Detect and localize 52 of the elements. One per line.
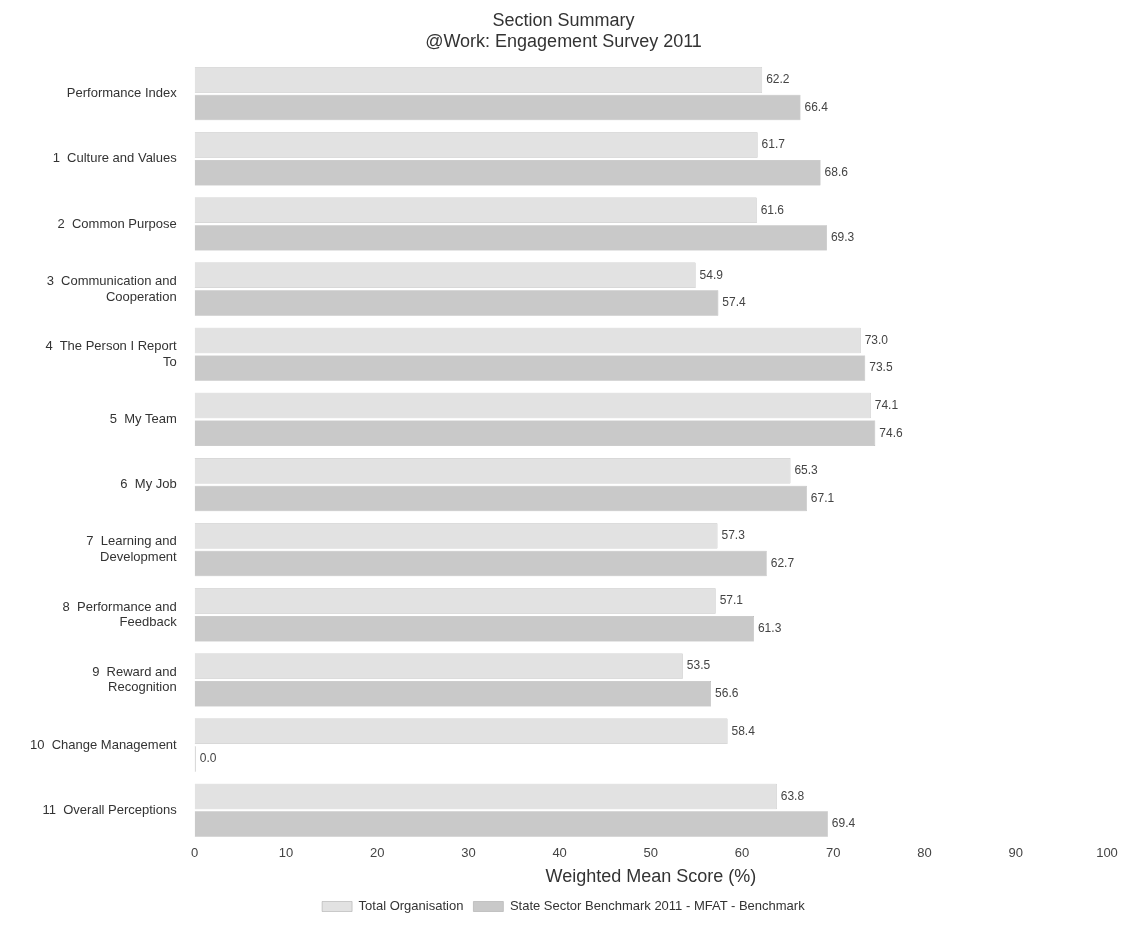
y-tick-label: 5 My Team [109,411,177,427]
data-label: 69.3 [830,230,855,245]
data-label: 61.3 [757,620,782,635]
y-tick-label: 10 Change Management [29,736,178,752]
y-tick-label: 6 My Job [120,476,177,492]
x-tick-label: 100 [1096,845,1118,861]
x-axis-title: Weighted Mean Score (%) [545,866,757,887]
legend-label: State Sector Benchmark 2011 - MFAT - Benchmark [509,898,806,914]
data-label: 61.7 [761,137,786,152]
data-label: 74.1 [874,397,899,412]
x-tick-label: 10 [278,845,294,861]
legend-label: Total Organisation [358,898,464,914]
x-tick-label: 70 [826,845,841,861]
data-label: 74.6 [879,425,903,440]
data-label: 0.0 [199,751,217,766]
y-tick-label: 8 Performance and Feedback [62,598,178,630]
data-label: 69.4 [831,816,856,831]
data-label: 68.6 [824,165,849,180]
data-label: 57.4 [722,295,747,310]
x-tick-label: 60 [734,845,750,861]
y-tick-label: 7 Learning and Development [86,533,178,565]
y-tick-label: 11 Overall Perceptions [42,801,178,817]
x-tick-label: 30 [461,845,476,861]
y-tick-label: 2 Common Purpose [57,215,177,231]
data-label: 63.8 [780,788,805,803]
data-label: 73.5 [869,360,893,375]
y-tick-label: Performance Index [66,85,178,101]
data-label: 56.6 [715,686,739,701]
x-tick-label: 90 [1008,845,1024,861]
data-label: 58.4 [731,723,756,738]
data-label: 61.6 [760,202,785,217]
data-label: 62.2 [766,72,790,87]
data-label: 54.9 [699,267,724,282]
data-label: 53.5 [686,658,711,673]
data-label: 57.3 [721,528,746,543]
x-tick-label: 40 [552,845,567,861]
data-label: 66.4 [804,99,829,114]
x-tick-label: 20 [369,845,385,861]
y-tick-label: 4 The Person I Report To [45,338,178,369]
y-tick-label: 1 Culture and Values [52,150,178,166]
y-tick-label: 3 Communication and Cooperation [46,272,177,304]
data-label: 65.3 [794,463,819,478]
data-label: 73.0 [864,332,889,347]
chart-title: Section Summary [492,9,635,30]
y-tick-label: 9 Reward and Recognition [92,663,177,695]
data-label: 62.7 [770,555,795,570]
x-tick-label: 50 [643,845,659,861]
data-label: 67.1 [810,490,835,505]
x-tick-label: 80 [917,845,932,861]
data-label: 57.1 [719,593,744,608]
x-tick-label: 0 [191,845,199,861]
chart-subtitle: @Work: Engagement Survey 2011 [425,31,702,52]
